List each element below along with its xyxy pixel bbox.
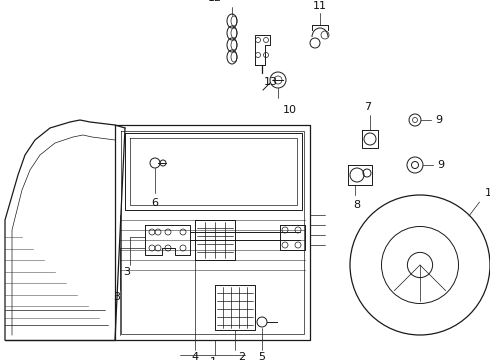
Text: 9: 9 bbox=[435, 115, 442, 125]
Text: 5: 5 bbox=[259, 352, 266, 360]
Text: 14: 14 bbox=[485, 189, 490, 198]
Text: 1: 1 bbox=[210, 357, 217, 360]
Text: 12: 12 bbox=[208, 0, 222, 3]
Text: 11: 11 bbox=[313, 1, 327, 11]
Text: 9: 9 bbox=[437, 160, 444, 170]
Text: 13: 13 bbox=[264, 77, 278, 87]
Text: 7: 7 bbox=[365, 102, 371, 112]
Text: 8: 8 bbox=[353, 200, 361, 210]
Text: 3: 3 bbox=[114, 292, 121, 302]
Text: 6: 6 bbox=[151, 198, 158, 208]
Text: 3: 3 bbox=[123, 267, 130, 277]
Text: 10: 10 bbox=[283, 105, 297, 115]
Text: 2: 2 bbox=[239, 352, 245, 360]
Text: 4: 4 bbox=[192, 352, 198, 360]
